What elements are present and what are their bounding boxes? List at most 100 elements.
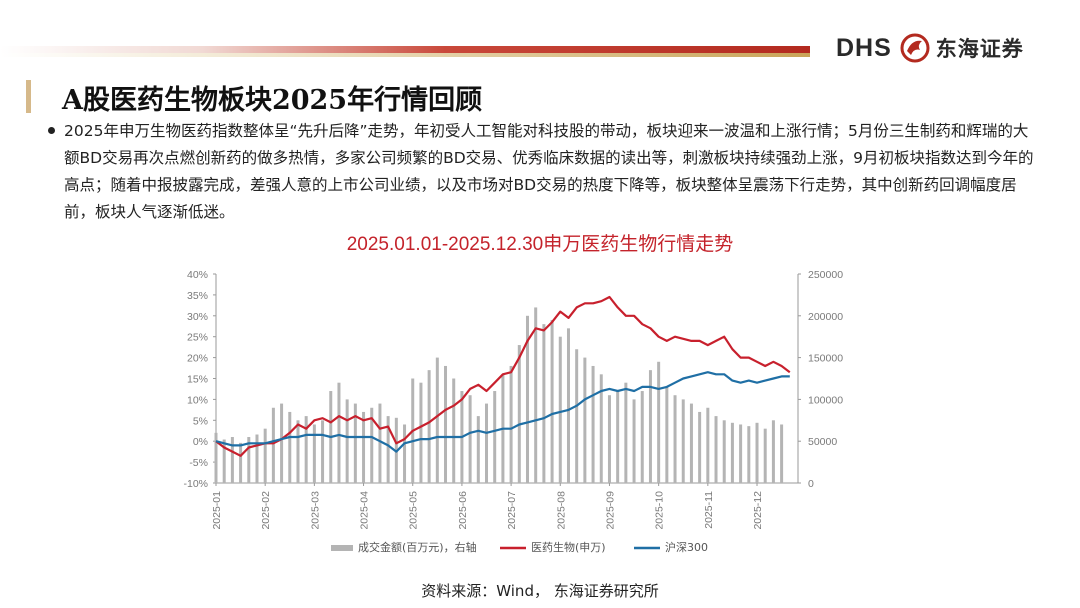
volume-bar <box>378 403 382 483</box>
x-tick-label: 2025-04 <box>359 491 371 530</box>
volume-bar <box>534 307 538 483</box>
volume-bar <box>771 420 775 483</box>
y-right-tick-label: 150000 <box>808 353 843 365</box>
x-tick-label: 2025-07 <box>506 491 518 530</box>
page-title: A股医药生物板块2025年行情回顾 <box>62 85 483 116</box>
volume-bar <box>591 365 595 483</box>
y-right-tick-label: 0 <box>808 478 814 490</box>
volume-bar <box>698 411 702 483</box>
source-note: 资料来源：Wind， 东海证券研究所 <box>421 582 659 600</box>
chart-title: 2025.01.01-2025.12.30申万医药生物行情走势 <box>346 234 734 255</box>
y-right-tick-label: 100000 <box>808 394 843 406</box>
y-left-tick-label: 40% <box>187 269 208 281</box>
y-left-tick-label: 0% <box>193 436 208 448</box>
volume-bar <box>370 407 374 483</box>
volume-bar <box>665 386 669 483</box>
legend-label-pharma: 医药生物(申万) <box>531 540 606 554</box>
volume-bar <box>304 416 308 483</box>
x-tick-label: 2025-03 <box>309 491 321 530</box>
volume-bar <box>763 428 767 483</box>
volume-bar <box>550 319 554 483</box>
pharma-index-line <box>215 295 791 457</box>
volume-bar <box>485 403 489 483</box>
volume-bar <box>689 403 693 483</box>
volume-bar <box>624 382 628 483</box>
x-tick-label: 2025-09 <box>604 491 616 530</box>
x-tick-label: 2025-10 <box>654 491 666 530</box>
legend-label-volume: 成交金额(百万元)，右轴 <box>358 540 477 554</box>
x-tick-label: 2025-01 <box>211 491 223 530</box>
volume-bar <box>452 378 456 483</box>
volume-bar <box>657 361 661 483</box>
y-right-tick-label: 250000 <box>808 269 843 281</box>
volume-bar <box>296 420 300 483</box>
volume-bar <box>222 439 226 483</box>
volume-bar <box>673 395 677 483</box>
volume-bar <box>337 382 341 483</box>
volume-bar <box>517 345 521 483</box>
header-accent-bar <box>0 46 810 53</box>
volume-bar <box>681 399 685 483</box>
x-tick-label: 2025-11 <box>703 491 715 529</box>
volume-bar <box>312 424 316 483</box>
x-tick-label: 2025-06 <box>457 491 469 530</box>
volume-bar <box>542 324 546 483</box>
volume-bar <box>403 424 407 483</box>
y-left-tick-label: 30% <box>187 311 208 323</box>
volume-bar <box>722 420 726 483</box>
volume-bar <box>599 374 603 483</box>
y-left-tick-label: 25% <box>187 332 208 344</box>
y-left-tick-label: 10% <box>187 394 208 406</box>
volume-bar <box>780 424 784 483</box>
volume-bar <box>493 391 497 483</box>
volume-bar <box>321 420 325 483</box>
volume-bar <box>214 432 218 483</box>
volume-bar <box>509 365 513 483</box>
volume-bar <box>575 349 579 483</box>
x-tick-label: 2025-12 <box>752 491 764 530</box>
volume-bar <box>230 437 234 483</box>
volume-bar <box>280 403 284 483</box>
volume-bar <box>263 428 267 483</box>
y-left-tick-label: 15% <box>187 374 208 386</box>
volume-bar <box>583 357 587 483</box>
volume-bar <box>386 416 390 483</box>
x-tick-label: 2025-05 <box>408 491 420 530</box>
y-left-tick-label: -5% <box>189 457 208 469</box>
volume-bar <box>739 424 743 483</box>
volume-bar <box>706 407 710 483</box>
volume-bar <box>362 411 366 483</box>
volume-bar <box>714 416 718 483</box>
csi300-line <box>215 371 790 453</box>
y-left-tick-label: -10% <box>183 478 208 490</box>
volume-bar <box>730 422 734 483</box>
volume-bar <box>607 395 611 483</box>
volume-bar <box>345 399 349 483</box>
dragon-emblem-icon <box>900 33 930 63</box>
y-right-tick-label: 50000 <box>808 436 837 448</box>
volume-bar <box>427 370 431 483</box>
volume-bar <box>558 336 562 483</box>
logo-chinese: 东海证券 <box>935 37 1024 61</box>
x-tick-label: 2025-02 <box>260 491 272 530</box>
volume-bar <box>247 437 251 483</box>
volume-bar <box>566 328 570 483</box>
legend-label-csi300: 沪深300 <box>665 540 708 554</box>
volume-bar <box>255 434 259 483</box>
y-right-tick-label: 200000 <box>808 311 843 323</box>
volume-bar <box>444 365 448 483</box>
volume-bar <box>239 442 243 483</box>
volume-bar <box>632 399 636 483</box>
title-marker <box>26 80 31 113</box>
volume-bar <box>353 403 357 483</box>
summary-paragraph: 2025年申万生物医药指数整体呈“先升后降”走势，年初受人工智能对科技股的带动，… <box>64 122 1034 221</box>
legend-swatch-volume <box>331 545 353 551</box>
volume-bar <box>435 357 439 483</box>
volume-bar <box>747 426 751 483</box>
volume-bar <box>288 411 292 483</box>
volume-bar <box>271 407 275 483</box>
volume-bar <box>468 395 472 483</box>
bullet-dot <box>48 127 55 134</box>
y-left-tick-label: 5% <box>193 415 208 427</box>
